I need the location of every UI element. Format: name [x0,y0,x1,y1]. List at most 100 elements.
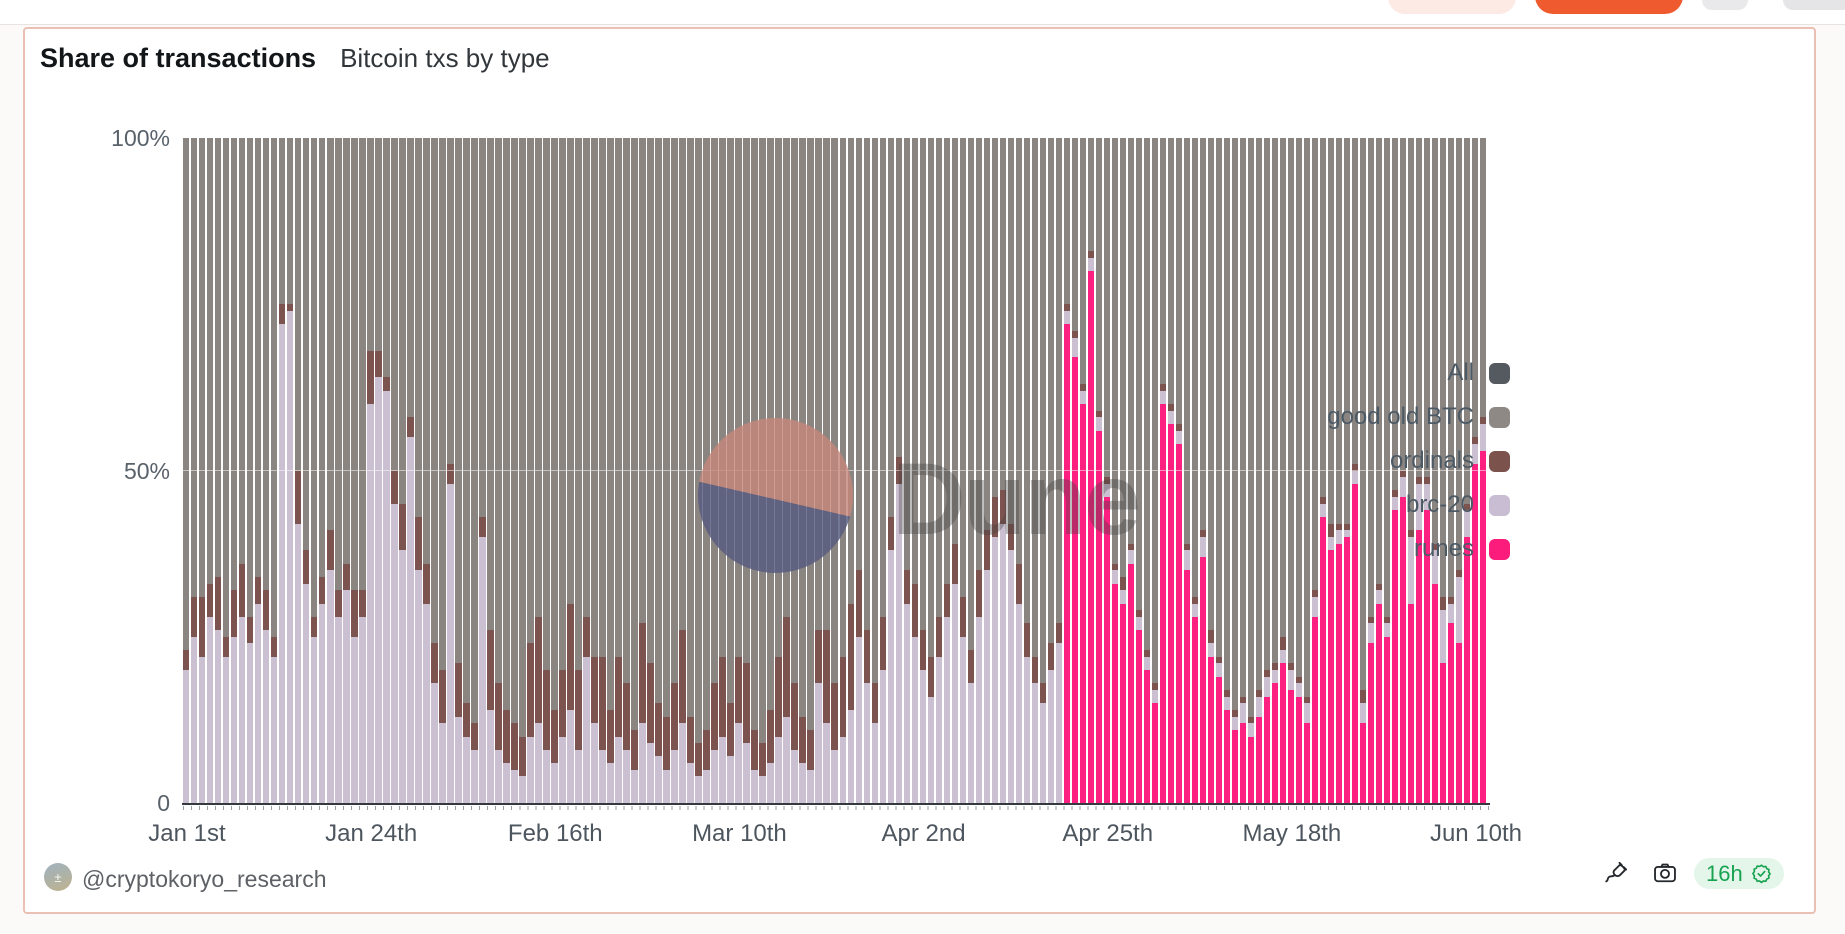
bar-segment-brc-20[interactable] [1199,537,1207,557]
bar-segment-ordinals[interactable] [671,683,678,750]
bar-segment-brc-20[interactable] [1207,643,1215,657]
bar-segment-runes[interactable] [1159,404,1167,803]
bar-segment-ordinals[interactable] [927,656,934,697]
bar-segment-ordinals[interactable] [183,650,190,670]
bar-segment-ordinals[interactable] [1359,689,1367,704]
bar-segment-brc-20[interactable] [951,583,958,803]
bar-segment-ordinals[interactable] [1391,490,1399,498]
bar-segment-ordinals[interactable] [375,350,382,378]
bar-segment-runes[interactable] [1215,676,1223,803]
bar-segment-ordinals[interactable] [1183,543,1191,551]
bar-segment-runes[interactable] [1479,450,1487,803]
bar-segment-ordinals[interactable] [391,470,398,504]
bar-segment-ordinals[interactable] [807,729,814,770]
bar-segment-ordinals[interactable] [935,616,942,657]
bar-segment-ordinals[interactable] [991,497,998,537]
bar-segment-brc-20[interactable] [943,616,950,803]
bar-segment-brc-20[interactable] [207,616,214,803]
bar-segment-brc-20[interactable] [359,616,366,803]
bar-segment-brc-20[interactable] [975,616,982,803]
bar-segment-brc-20[interactable] [1311,596,1319,617]
bar-segment-ordinals[interactable] [1135,610,1143,617]
bar-segment-ordinals[interactable] [359,590,366,617]
bar-segment-ordinals[interactable] [839,656,846,737]
bar-segment-brc-20[interactable] [639,723,646,803]
bar-segment-brc-20[interactable] [343,590,350,803]
bar-segment-brc-20[interactable] [1263,676,1271,697]
bar-segment-brc-20[interactable] [183,670,190,803]
bar-segment-runes[interactable] [1127,563,1135,803]
bar-segment-runes[interactable] [1095,430,1103,803]
bar-segment-brc-20[interactable] [783,716,790,803]
bar-segment-ordinals[interactable] [791,683,798,750]
bar-segment-brc-20[interactable] [191,636,198,803]
bar-segment-brc-20[interactable] [927,696,934,803]
camera-icon[interactable] [1652,860,1678,886]
bar-segment-ordinals[interactable] [623,683,630,750]
bar-segment-ordinals[interactable] [1231,709,1239,717]
bar-segment-brc-20[interactable] [967,683,974,803]
bar-segment-brc-20[interactable] [575,749,582,803]
bar-segment-runes[interactable] [1071,357,1079,803]
bar-segment-ordinals[interactable] [759,743,766,777]
bar-segment-brc-20[interactable] [903,603,910,803]
bar-segment-brc-20[interactable] [1015,603,1023,803]
bar-segment-brc-20[interactable] [1135,616,1143,631]
bar-segment-ordinals[interactable] [583,616,590,657]
bar-segment-ordinals[interactable] [1479,417,1487,424]
bar-segment-ordinals[interactable] [783,616,790,717]
bar-segment-ordinals[interactable] [775,656,782,737]
bar-segment-brc-20[interactable] [935,656,942,803]
bar-segment-ordinals[interactable] [1239,696,1247,704]
bar-segment-brc-20[interactable] [1095,417,1103,431]
bar-segment-brc-20[interactable] [767,763,774,803]
bar-segment-brc-20[interactable] [223,656,230,803]
bar-segment-runes[interactable] [1143,670,1151,803]
bar-segment-brc-20[interactable] [1159,390,1167,404]
bar-segment-brc-20[interactable] [1167,410,1175,424]
bar-segment-ordinals[interactable] [919,630,926,670]
bar-segment-brc-20[interactable] [559,736,566,803]
bar-segment-ordinals[interactable] [231,590,238,637]
bar-segment-ordinals[interactable] [1079,384,1087,391]
bar-segment-runes[interactable] [1279,663,1287,803]
bar-segment-brc-20[interactable] [1055,643,1063,803]
bar-segment-brc-20[interactable] [391,503,398,803]
bar-segment-brc-20[interactable] [991,537,998,803]
bar-segment-brc-20[interactable] [1471,443,1479,464]
bar-segment-ordinals[interactable] [607,709,614,764]
bar-segment-brc-20[interactable] [1407,537,1415,604]
bar-segment-ordinals[interactable] [727,703,734,757]
bar-segment-brc-20[interactable] [695,776,702,803]
bar-segment-brc-20[interactable] [383,390,390,803]
bar-segment-ordinals[interactable] [487,630,494,710]
bar-segment-ordinals[interactable] [911,583,918,637]
bar-segment-ordinals[interactable] [455,663,462,717]
bar-segment-brc-20[interactable] [1111,570,1119,584]
bar-segment-ordinals[interactable] [975,570,982,617]
bar-segment-brc-20[interactable] [1079,390,1087,404]
bar-segment-brc-20[interactable] [703,769,710,803]
bar-segment-brc-20[interactable] [1119,590,1127,604]
bar-segment-brc-20[interactable] [1399,477,1407,498]
bar-segment-brc-20[interactable] [1463,510,1471,537]
bar-segment-ordinals[interactable] [1471,437,1479,444]
bar-segment-ordinals[interactable] [1167,404,1175,411]
bar-segment-runes[interactable] [1167,423,1175,803]
bar-segment-brc-20[interactable] [1047,670,1055,803]
bar-segment-ordinals[interactable] [215,576,222,631]
bar-segment-runes[interactable] [1311,616,1319,803]
bar-segment-brc-20[interactable] [727,756,734,803]
bar-segment-ordinals[interactable] [711,683,718,750]
bar-segment-ordinals[interactable] [943,583,950,617]
bar-segment-ordinals[interactable] [703,729,710,770]
bar-segment-brc-20[interactable] [1191,603,1199,617]
bar-segment-brc-20[interactable] [1239,703,1247,724]
topbar-button-light[interactable] [1388,0,1516,14]
bar-segment-ordinals[interactable] [1431,543,1439,551]
bar-segment-ordinals[interactable] [407,417,414,438]
bar-segment-ordinals[interactable] [823,630,830,724]
bar-segment-brc-20[interactable] [1255,696,1263,717]
bar-segment-brc-20[interactable] [1479,423,1487,451]
bar-segment-ordinals[interactable] [959,596,966,637]
